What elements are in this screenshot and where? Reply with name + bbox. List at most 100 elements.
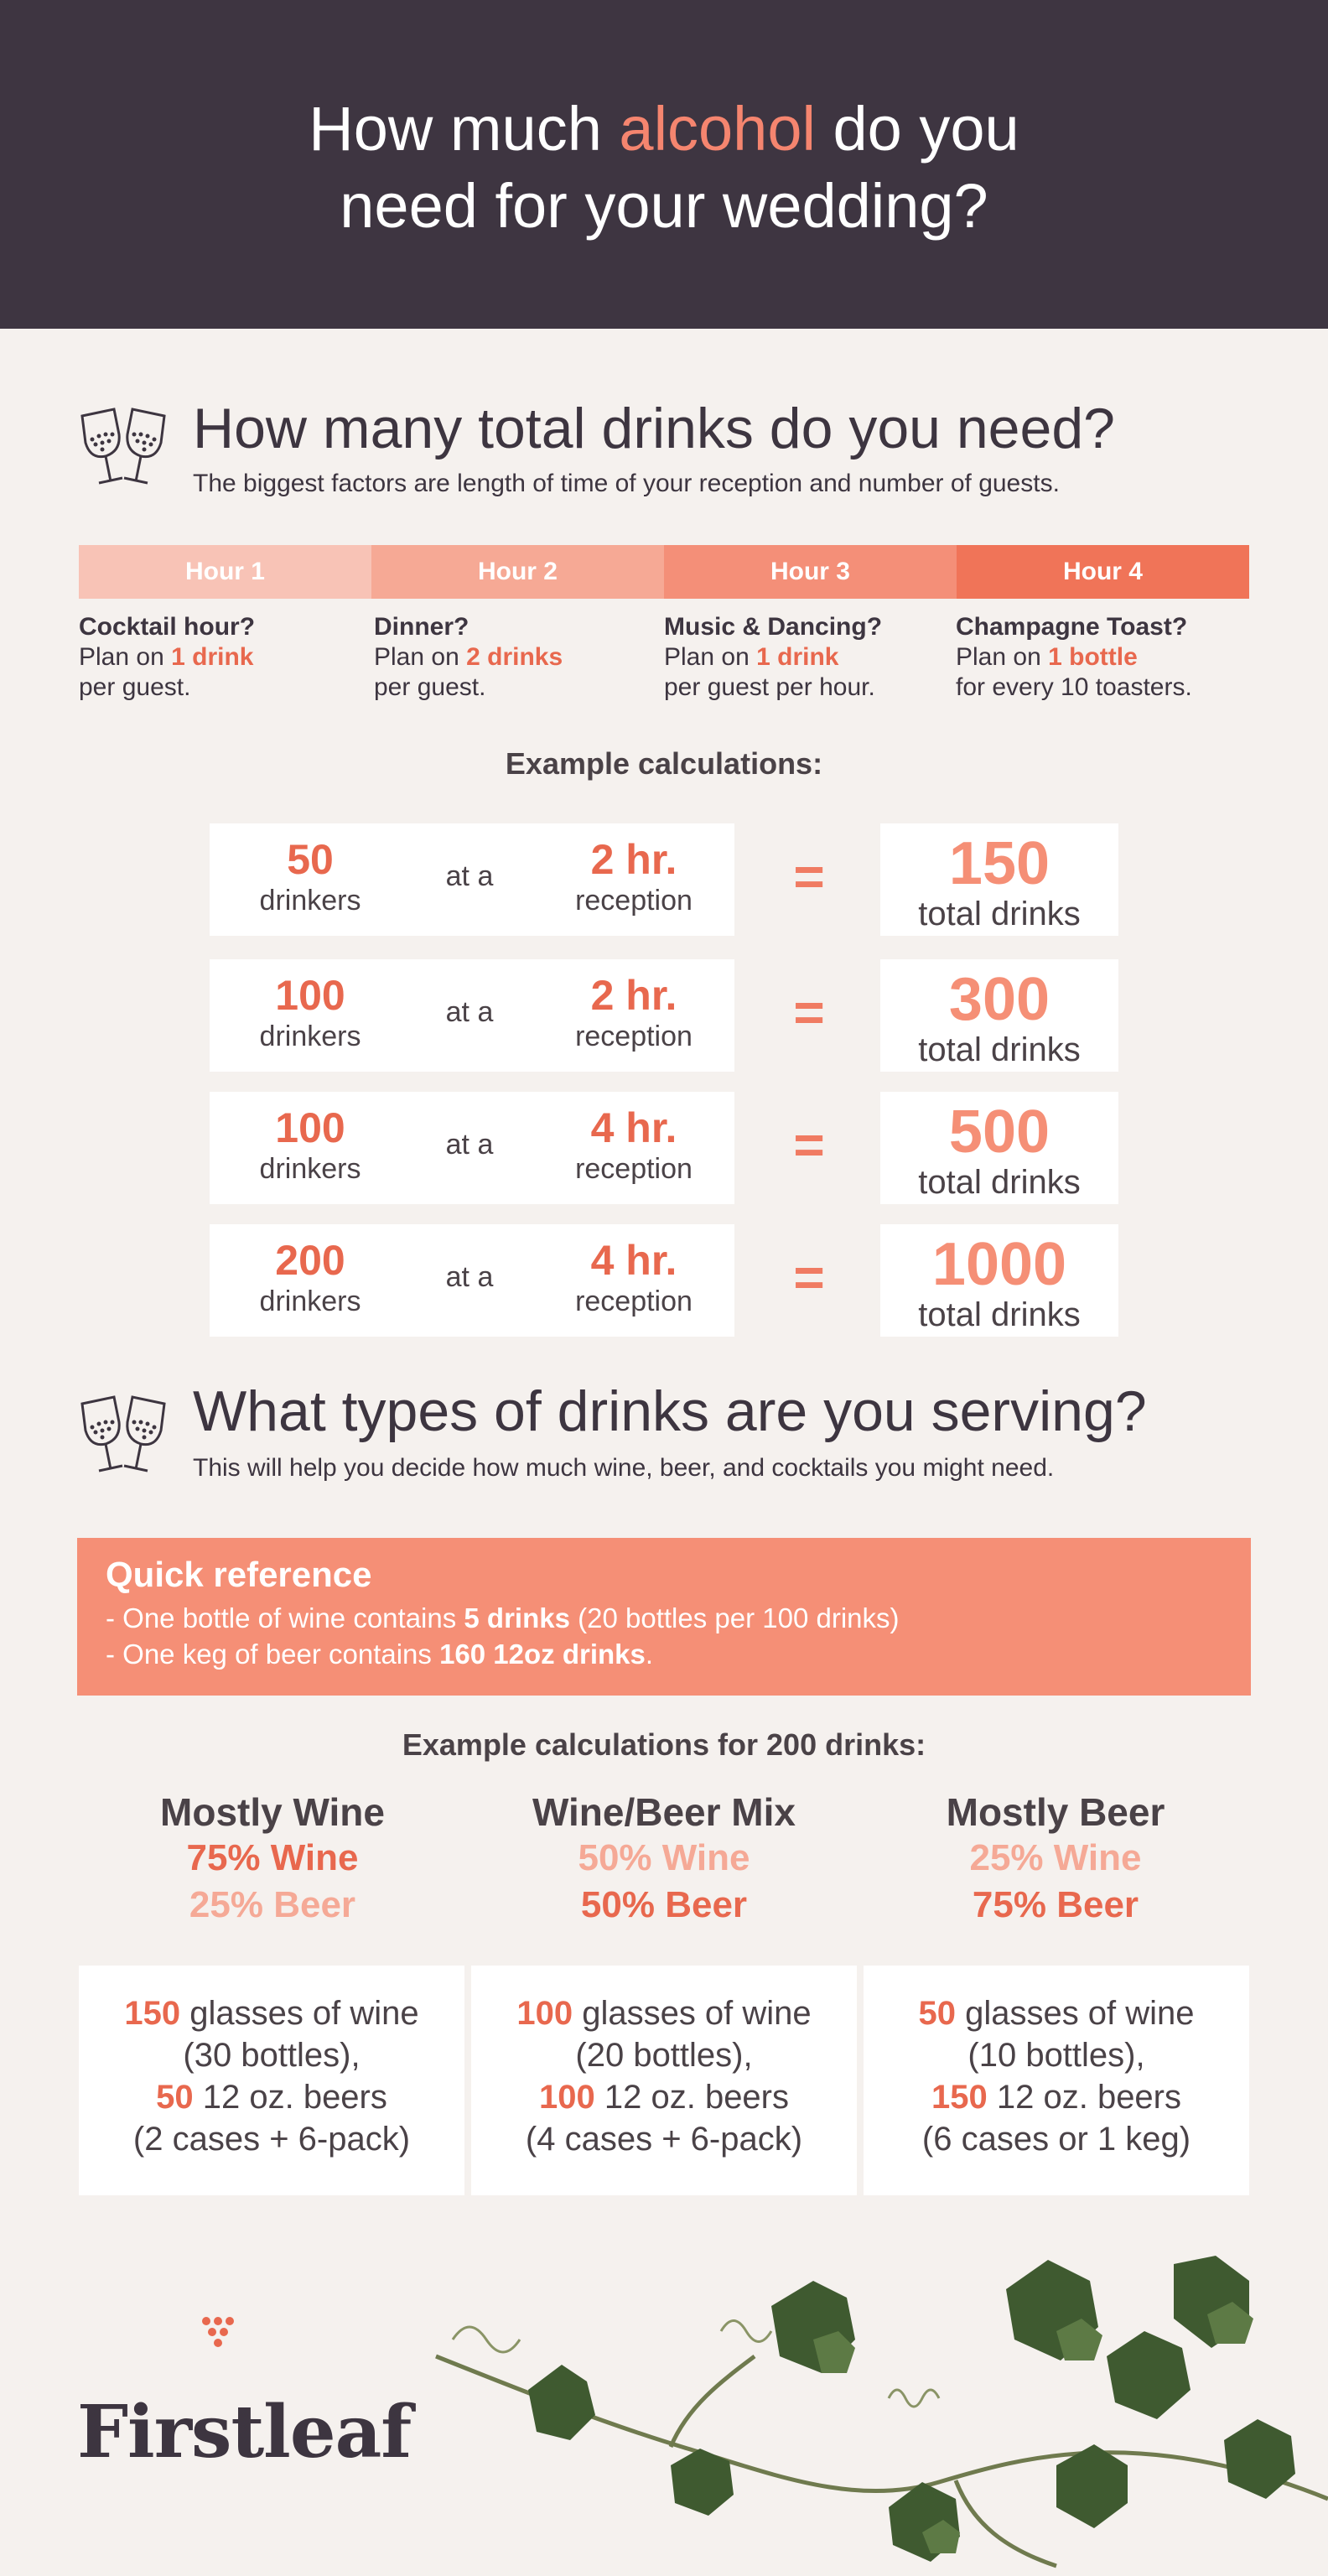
hour-plan-line2: for every 10 toasters. — [956, 673, 1192, 701]
equals-sign: = — [793, 1247, 825, 1307]
grape-vine-icon — [435, 2256, 1328, 2568]
calc-total-3: 500 total drinks — [880, 1092, 1118, 1204]
mix-result-box: 50 glasses of wine (10 bottles), 150 12 … — [864, 1966, 1249, 2195]
reception-hours: 2 hr. — [590, 972, 677, 1019]
total-drinks-value: 150 — [948, 830, 1050, 897]
drinkers-count: 100 — [275, 972, 345, 1019]
hour-plan-highlight: 1 drink — [756, 643, 839, 671]
qref-line2-post: . — [645, 1639, 654, 1670]
wine-glasses-icon — [80, 408, 166, 485]
total-drinks-label: total drinks — [918, 1296, 1081, 1333]
page-title: How much alcohol do you need for your we… — [0, 91, 1328, 245]
hour-plan-line2: per guest. — [79, 673, 191, 701]
beers-text: 12 oz. beers — [987, 2079, 1181, 2116]
qref-line1-bold: 5 drinks — [464, 1602, 570, 1633]
hour-plan-pre: Plan on — [374, 643, 467, 671]
quick-reference-line1: - One bottle of wine contains 5 drinks (… — [106, 1600, 1222, 1636]
hour-plan-pre: Plan on — [664, 643, 757, 671]
reception-label: reception — [575, 885, 693, 917]
hour-2-cell: Hour 2 — [371, 545, 664, 599]
total-drinks-value: 300 — [948, 966, 1050, 1033]
drinkers-label: drinkers — [259, 1153, 361, 1185]
bottles-text: (10 bottles), — [967, 2037, 1145, 2074]
title-line2: need for your wedding? — [340, 171, 988, 241]
mix-name: Wine/Beer Mix — [532, 1790, 796, 1834]
total-drinks-value: 1000 — [931, 1231, 1067, 1298]
wine-glasses-icon — [80, 1395, 166, 1472]
at-a-label: at a — [445, 1129, 494, 1161]
qref-line1-pre: - One bottle of wine contains — [106, 1602, 464, 1633]
section2-subtitle: This will help you decide how much wine,… — [193, 1454, 1055, 1482]
hour-question: Cocktail hour? — [79, 613, 256, 641]
total-drinks-label: total drinks — [918, 1031, 1081, 1068]
calc-row-2: 100 drinkers at a 2 hr. reception — [210, 959, 734, 1072]
equals-sign: = — [793, 846, 825, 906]
quick-reference-title: Quick reference — [106, 1555, 372, 1594]
hour-3-description: Music & Dancing? Plan on 1 drink per gue… — [664, 612, 949, 703]
mix-mostly-wine: Mostly Wine 75% Wine 25% Beer — [75, 1789, 469, 1929]
hour-plan-pre: Plan on — [79, 643, 172, 671]
title-accent: alcohol — [619, 94, 816, 164]
hour-2-description: Dinner? Plan on 2 drinks per guest. — [374, 612, 659, 703]
mix-result-box: 100 glasses of wine (20 bottles), 100 12… — [471, 1966, 857, 2195]
cases-text: (4 cases + 6-pack) — [525, 2121, 803, 2158]
brand-logo: Firstleaf — [77, 2390, 412, 2475]
drinkers-count: 100 — [275, 1104, 345, 1151]
header-banner: How much alcohol do you need for your we… — [0, 0, 1328, 329]
drinkers-count: 50 — [287, 836, 334, 883]
mix-beer-pct: 50% Beer — [580, 1884, 748, 1925]
calc-total-2: 300 total drinks — [880, 959, 1118, 1072]
title-pre: How much — [309, 94, 602, 164]
mix-wine-beer: Wine/Beer Mix 50% Wine 50% Beer — [467, 1789, 861, 1929]
drinkers-label: drinkers — [259, 1021, 361, 1052]
at-a-label: at a — [445, 996, 494, 1028]
hour-1-cell: Hour 1 — [79, 545, 371, 599]
calc-row-3: 100 drinkers at a 4 hr. reception — [210, 1092, 734, 1204]
quick-reference-box: Quick reference - One bottle of wine con… — [77, 1538, 1251, 1696]
reception-label: reception — [575, 1021, 693, 1052]
grape-cluster-icon — [202, 2317, 234, 2347]
reception-label: reception — [575, 1285, 693, 1317]
total-drinks-label: total drinks — [918, 896, 1081, 932]
hour-3-cell: Hour 3 — [664, 545, 957, 599]
reception-label: reception — [575, 1153, 693, 1185]
title-post: do you — [833, 94, 1019, 164]
drinkers-label: drinkers — [259, 885, 361, 917]
mix-calculations-heading: Example calculations for 200 drinks: — [402, 1727, 926, 1762]
calc-row-1: 50 drinkers at a 2 hr. reception — [210, 823, 734, 936]
hour-plan-highlight: 1 bottle — [1048, 643, 1138, 671]
total-drinks-value: 500 — [948, 1098, 1050, 1166]
wine-glasses-text: glasses of wine — [955, 1995, 1195, 2032]
quick-reference-line2: - One keg of beer contains 160 12oz drin… — [106, 1636, 1222, 1672]
hour-plan-highlight: 2 drinks — [466, 643, 563, 671]
total-drinks-label: total drinks — [918, 1164, 1081, 1201]
hour-4-cell: Hour 4 — [957, 545, 1249, 599]
at-a-label: at a — [445, 1261, 494, 1293]
beers-text: 12 oz. beers — [594, 2079, 789, 2116]
hour-plan-line2: per guest per hour. — [664, 673, 875, 701]
mix-beer-pct: 25% Beer — [189, 1884, 356, 1925]
mix-wine-pct: 50% Wine — [578, 1837, 750, 1878]
beers-text: 12 oz. beers — [193, 2079, 387, 2116]
mix-wine-pct: 25% Wine — [969, 1837, 1142, 1878]
equals-sign: = — [793, 1114, 825, 1175]
hour-1-description: Cocktail hour? Plan on 1 drink per guest… — [79, 612, 364, 703]
hour-plan-pre: Plan on — [956, 643, 1049, 671]
mix-mostly-beer: Mostly Beer 25% Wine 75% Beer — [859, 1789, 1253, 1929]
hour-plan-highlight: 1 drink — [171, 643, 254, 671]
wine-glasses-text: glasses of wine — [180, 1995, 419, 2032]
qref-line2-pre: - One keg of beer contains — [106, 1639, 440, 1670]
hour-4-description: Champagne Toast? Plan on 1 bottle for ev… — [956, 612, 1241, 703]
hours-bar: Hour 1 Hour 2 Hour 3 Hour 4 — [79, 545, 1249, 599]
beers-count: 150 — [931, 2079, 988, 2116]
mix-name: Mostly Wine — [160, 1790, 385, 1834]
reception-hours: 4 hr. — [590, 1237, 677, 1284]
bottles-text: (20 bottles), — [575, 2037, 753, 2074]
section1-subtitle: The biggest factors are length of time o… — [193, 470, 1060, 497]
at-a-label: at a — [445, 860, 494, 892]
qref-line2-bold: 160 12oz drinks — [439, 1639, 646, 1670]
qref-line1-post: (20 bottles per 100 drinks) — [569, 1602, 900, 1633]
cases-text: (6 cases or 1 keg) — [921, 2121, 1191, 2158]
hour-question: Music & Dancing? — [664, 613, 883, 641]
hour-plan-line2: per guest. — [374, 673, 486, 701]
